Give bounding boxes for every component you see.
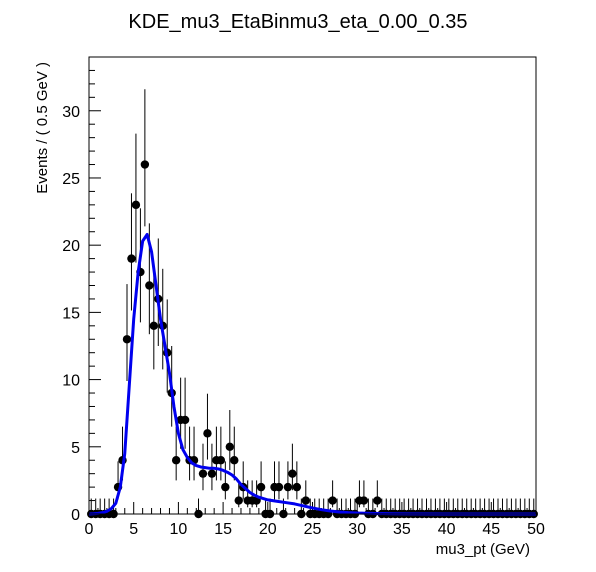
data-point — [301, 496, 310, 505]
data-point — [292, 482, 302, 492]
y-tick-label: 20 — [62, 238, 80, 255]
data-point — [230, 456, 239, 465]
data-point — [127, 254, 136, 263]
y-tick-label: 30 — [62, 104, 80, 121]
data-point — [283, 482, 293, 492]
x-tick-label: 40 — [438, 521, 456, 538]
x-tick-label: 35 — [393, 521, 411, 538]
data-point — [328, 496, 337, 505]
data-point — [274, 482, 284, 492]
x-tick-label: 5 — [129, 521, 138, 538]
chart-title: KDE_mu3_EtaBinmu3_eta_0.00_0.35 — [128, 11, 467, 33]
data-point — [216, 456, 226, 465]
x-axis-label: mu3_pt (GeV) — [436, 541, 530, 558]
x-tick-label: 45 — [482, 521, 500, 538]
y-axis-label: Events / ( 0.5 GeV ) — [34, 62, 51, 194]
data-point — [256, 482, 266, 492]
data-point — [359, 496, 369, 505]
data-point — [198, 469, 208, 478]
x-tick-label: 15 — [214, 521, 232, 538]
data-point — [145, 281, 154, 290]
kde-curve — [88, 232, 537, 516]
data-point — [207, 469, 217, 478]
data-point — [180, 415, 190, 425]
y-tick-label: 5 — [71, 440, 80, 457]
x-tick-label: 50 — [527, 521, 545, 538]
y-tick-label: 25 — [62, 171, 80, 188]
plot-frame — [88, 56, 537, 515]
x-tick-label: 30 — [348, 521, 366, 538]
data-point — [171, 456, 181, 465]
x-tick-label: 10 — [170, 521, 188, 538]
x-tick-label: 25 — [304, 521, 322, 538]
data-point — [373, 496, 382, 505]
y-tick-label: 0 — [71, 507, 80, 524]
data-point — [221, 482, 230, 492]
data-point — [122, 335, 132, 344]
data-point — [225, 442, 235, 451]
y-tick-label: 15 — [62, 305, 80, 322]
data-point — [131, 200, 141, 210]
data-point — [140, 160, 150, 169]
x-tick-label: 20 — [259, 521, 277, 538]
data-point — [234, 496, 243, 505]
data-point — [288, 469, 297, 478]
x-tick-label: 0 — [85, 521, 94, 538]
y-tick-label: 10 — [62, 373, 80, 390]
data-point — [149, 321, 159, 331]
data-point — [203, 429, 212, 438]
